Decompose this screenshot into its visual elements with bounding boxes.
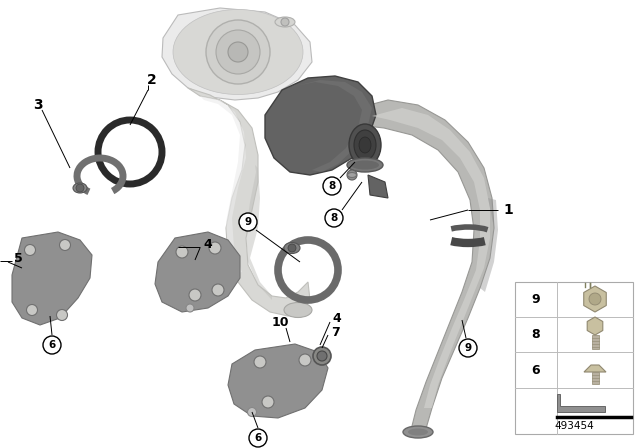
Circle shape [216, 30, 260, 74]
Ellipse shape [347, 158, 383, 172]
Ellipse shape [349, 124, 381, 166]
Polygon shape [372, 108, 490, 408]
Circle shape [26, 305, 38, 315]
Circle shape [60, 240, 70, 250]
Text: 8: 8 [330, 213, 338, 223]
Circle shape [176, 246, 188, 258]
Text: 7: 7 [332, 326, 340, 339]
Circle shape [206, 20, 270, 84]
Ellipse shape [73, 183, 87, 193]
Ellipse shape [284, 302, 312, 318]
Text: 9: 9 [532, 293, 540, 306]
Circle shape [288, 244, 296, 252]
Ellipse shape [354, 130, 376, 160]
Ellipse shape [173, 9, 303, 95]
Bar [515, 282, 633, 434]
Ellipse shape [403, 426, 433, 438]
Circle shape [317, 351, 327, 361]
Circle shape [313, 347, 331, 365]
Text: 9: 9 [465, 343, 472, 353]
Text: 8: 8 [328, 181, 335, 191]
Polygon shape [265, 76, 376, 175]
Circle shape [325, 209, 343, 227]
Circle shape [24, 245, 35, 255]
Polygon shape [584, 365, 606, 372]
Ellipse shape [359, 137, 371, 153]
Circle shape [249, 429, 267, 447]
Circle shape [212, 284, 224, 296]
Polygon shape [296, 80, 372, 172]
Polygon shape [155, 232, 240, 312]
Text: 5: 5 [13, 251, 22, 264]
Text: 6: 6 [49, 340, 56, 350]
Ellipse shape [284, 242, 300, 254]
Text: 9: 9 [244, 217, 252, 227]
Text: 493454: 493454 [554, 421, 594, 431]
Ellipse shape [351, 160, 379, 169]
Circle shape [56, 310, 67, 320]
Polygon shape [228, 344, 328, 418]
Polygon shape [162, 8, 312, 100]
Text: 3: 3 [33, 98, 43, 112]
Polygon shape [246, 165, 272, 300]
Circle shape [186, 304, 194, 312]
Bar [591, 372, 598, 384]
Text: 6: 6 [254, 433, 262, 443]
Circle shape [209, 242, 221, 254]
Circle shape [281, 18, 289, 26]
Polygon shape [200, 96, 246, 274]
Polygon shape [480, 198, 498, 292]
Text: 4: 4 [204, 237, 212, 250]
Circle shape [347, 170, 357, 180]
Circle shape [228, 42, 248, 62]
Circle shape [262, 396, 274, 408]
Circle shape [189, 289, 201, 301]
Text: 8: 8 [532, 327, 540, 340]
Circle shape [239, 213, 257, 231]
Circle shape [323, 177, 341, 195]
Ellipse shape [348, 172, 356, 177]
Bar [591, 335, 598, 349]
Polygon shape [557, 394, 605, 412]
Ellipse shape [275, 17, 295, 27]
Text: 6: 6 [532, 363, 540, 376]
Text: 10: 10 [271, 315, 289, 328]
Circle shape [248, 408, 257, 417]
Polygon shape [12, 232, 92, 325]
Circle shape [589, 293, 601, 305]
Text: 2: 2 [147, 73, 157, 87]
Polygon shape [588, 317, 603, 335]
Text: 1: 1 [503, 203, 513, 217]
Polygon shape [368, 175, 388, 198]
Polygon shape [188, 88, 310, 316]
Polygon shape [358, 100, 494, 434]
Ellipse shape [408, 428, 428, 435]
Circle shape [43, 336, 61, 354]
Circle shape [254, 356, 266, 368]
Circle shape [459, 339, 477, 357]
Polygon shape [584, 286, 606, 312]
Circle shape [299, 354, 311, 366]
Circle shape [76, 184, 84, 192]
Text: 4: 4 [333, 311, 341, 324]
